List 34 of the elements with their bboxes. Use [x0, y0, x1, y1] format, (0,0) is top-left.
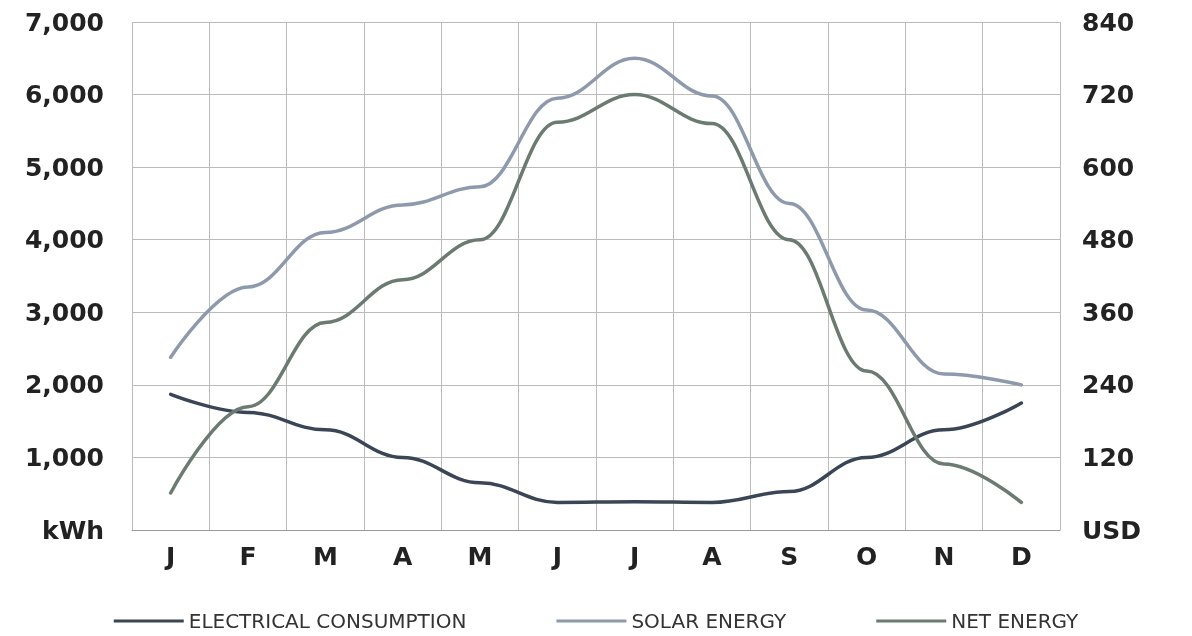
- legend-label: SOLAR ENERGY: [631, 609, 788, 633]
- x-tick-label: O: [856, 542, 878, 571]
- y2-tick-label: 240: [1082, 370, 1135, 400]
- y2-tick-label: USD: [1082, 515, 1142, 545]
- x-tick-label: M: [467, 542, 493, 571]
- x-tick-label: M: [312, 542, 338, 571]
- legend-label: NET ENERGY: [951, 609, 1080, 633]
- y2-tick-label: 720: [1082, 80, 1135, 110]
- line-series: [168, 56, 1024, 387]
- x-tick-label: J: [628, 542, 640, 571]
- y-tick-label: 7,000: [24, 7, 104, 37]
- y-tick-label: 3,000: [24, 297, 104, 327]
- line-series: [168, 392, 1024, 505]
- y2-tick-label: 480: [1082, 225, 1135, 255]
- y-tick-label: 4,000: [24, 225, 104, 255]
- x-tick-label: A: [392, 542, 413, 571]
- y2-tick-label: 840: [1082, 7, 1135, 37]
- legend-label: ELECTRICAL CONSUMPTION: [188, 609, 467, 633]
- y2-tick-label: 360: [1082, 297, 1135, 327]
- x-tick-label: J: [550, 542, 562, 571]
- x-tick-label: J: [164, 542, 176, 571]
- y2-tick-label: 120: [1082, 442, 1135, 472]
- line-series: [168, 92, 1024, 505]
- x-tick-label: S: [780, 542, 799, 571]
- x-tick-label: D: [1010, 542, 1032, 571]
- y-tick-label: 5,000: [24, 152, 104, 182]
- x-tick-label: A: [702, 542, 723, 571]
- y2-tick-label: 600: [1082, 152, 1135, 182]
- x-tick-label: F: [239, 542, 257, 571]
- y-tick-label: kWh: [42, 515, 104, 545]
- x-tick-label: N: [933, 542, 955, 571]
- y-tick-label: 6,000: [24, 80, 104, 110]
- y-tick-label: 2,000: [24, 370, 104, 400]
- y-tick-label: 1,000: [24, 442, 104, 472]
